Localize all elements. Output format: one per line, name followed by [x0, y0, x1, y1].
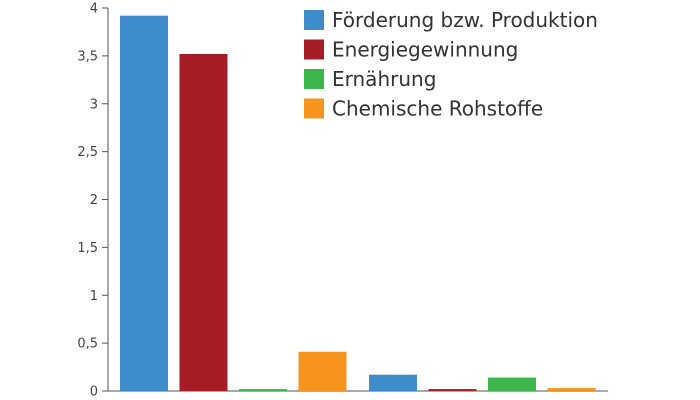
bar-3-group-1 [239, 389, 287, 391]
legend-label-3: Ernährung [332, 67, 436, 91]
legend-label-2: Energiegewinnung [332, 38, 518, 62]
legend: Förderung bzw. Produktion Energiegewinnun… [304, 8, 598, 121]
legend-swatch-3 [304, 69, 324, 89]
legend-swatch-2 [304, 39, 324, 60]
bar-1-group-2 [369, 374, 417, 391]
legend-swatch-4 [304, 98, 324, 119]
y-tick-label: 0,5 [77, 337, 98, 352]
y-tick-label: 3,5 [77, 49, 98, 64]
y-tick-label: 0 [90, 385, 98, 400]
bar-4-group-2 [547, 388, 596, 391]
bar-2-group-1 [179, 53, 228, 392]
bar-3-group-2 [488, 377, 536, 391]
legend-label-4: Chemische Rohstoffe [332, 97, 543, 121]
legend-label-1: Förderung bzw. Produktion [332, 8, 598, 32]
bar-1-group-1 [120, 15, 168, 391]
y-tick-label: 1,5 [77, 241, 98, 256]
bar-4-group-1 [298, 351, 347, 391]
y-tick-label: 1 [90, 289, 98, 304]
bars-layer [120, 15, 596, 392]
y-tick-label: 3 [90, 97, 98, 112]
y-tick-label: 2 [90, 193, 98, 208]
bar-2-group-2 [428, 389, 477, 391]
y-tick-label: 2,5 [77, 145, 98, 160]
y-tick-label: 4 [90, 2, 98, 17]
legend-swatch-1 [304, 10, 324, 30]
